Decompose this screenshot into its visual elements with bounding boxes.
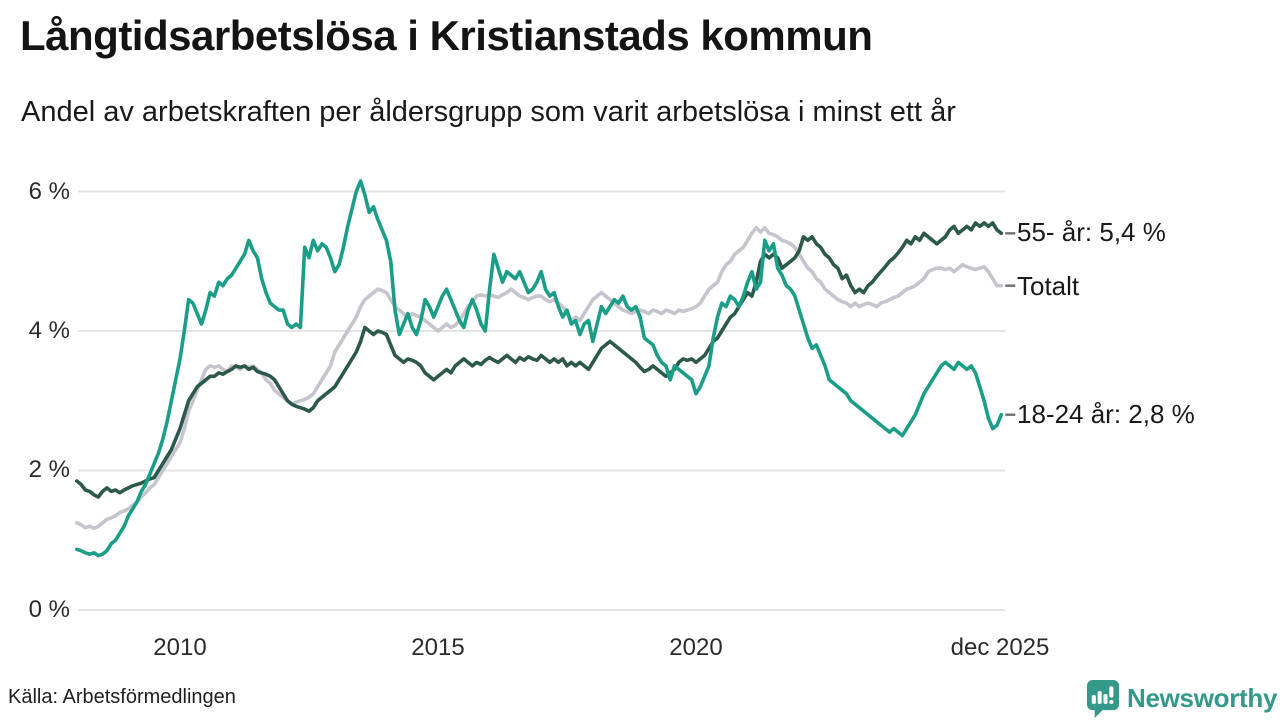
y-axis-tick-4: 4 %: [28, 317, 70, 344]
newsworthy-logo-text: Newsworthy: [1127, 682, 1278, 713]
source-attribution: Källa: Arbetsförmedlingen: [8, 686, 236, 708]
newsworthy-branding: Newsworthy: [1084, 677, 1280, 719]
x-axis-tick-2015: 2015: [411, 634, 465, 661]
series-label-totalt: Totalt: [1017, 271, 1080, 301]
x-axis-tick-2020: 2020: [669, 634, 723, 661]
newsworthy-logo-icon: [1086, 679, 1120, 718]
page-subtitle: Andel av arbetskraften per åldersgrupp s…: [21, 96, 956, 128]
x-axis-tick-dec-2025: dec 2025: [950, 634, 1050, 661]
x-axis-tick-2010: 2010: [153, 634, 207, 661]
y-axis-tick-6: 6 %: [28, 178, 70, 205]
series-line-18-24-r: [75, 179, 1004, 558]
y-axis-tick-0: 0 %: [28, 596, 70, 623]
series-label-18-24: 18-24 år: 2,8 %: [1017, 399, 1195, 429]
y-axis-tick-2: 2 %: [28, 456, 70, 483]
series-line-totalt: [75, 226, 1004, 531]
series-label-55-plus: 55- år: 5,4 %: [1017, 217, 1166, 247]
page-title: Långtidsarbetslösa i Kristianstads kommu…: [20, 12, 873, 59]
series-line-55-r: [75, 221, 1004, 499]
